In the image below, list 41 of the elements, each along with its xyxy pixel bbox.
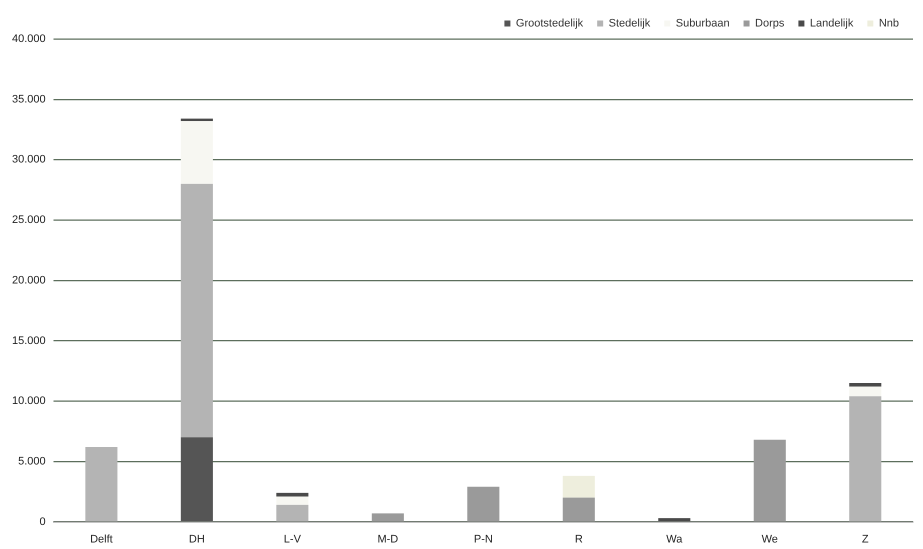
x-tick-label: We (762, 533, 778, 546)
bar (754, 440, 786, 522)
x-tick-label: Delft (90, 533, 113, 546)
bar (180, 118, 213, 122)
x-tick-label: Z (862, 533, 869, 546)
legend-label: Grootstedelijk (516, 18, 584, 30)
x-tick-label: L-V (284, 533, 302, 546)
bar (276, 504, 308, 522)
bar (180, 184, 213, 438)
y-tick-label: 15.000 (12, 334, 46, 347)
y-tick-label: 25.000 (12, 214, 46, 226)
bar (849, 386, 882, 396)
bar (849, 382, 882, 387)
bar (180, 121, 213, 184)
legend-label: Stedelijk (608, 18, 651, 30)
legend-label: Nnb (878, 18, 900, 30)
bar (276, 492, 308, 496)
y-tick-label: 0 (40, 516, 46, 528)
x-tick-label: R (574, 533, 583, 546)
bar (658, 518, 690, 522)
x-tick-label: P-N (474, 533, 493, 546)
x-tick-label: Wa (666, 533, 684, 546)
y-tick-label: 30.000 (12, 154, 46, 166)
legend-label: Suburbaan (676, 18, 730, 30)
bar (467, 486, 500, 522)
y-tick-label: 10.000 (12, 395, 46, 408)
x-tick-label: M-D (377, 533, 398, 546)
y-tick-label: 5.000 (18, 455, 46, 468)
bar (85, 446, 118, 522)
legend-label: Landelijk (810, 18, 854, 30)
bar (276, 496, 308, 505)
bar (372, 513, 404, 522)
y-tick-label: 35.000 (12, 93, 46, 106)
bar (849, 396, 882, 522)
bar (562, 498, 595, 522)
y-tick-label: 20.000 (12, 274, 46, 286)
y-tick-label: 40.000 (12, 33, 46, 46)
x-tick-label: DH (188, 533, 205, 546)
bar (562, 476, 595, 498)
legend-label: Dorps (755, 18, 785, 30)
bar (180, 437, 213, 522)
